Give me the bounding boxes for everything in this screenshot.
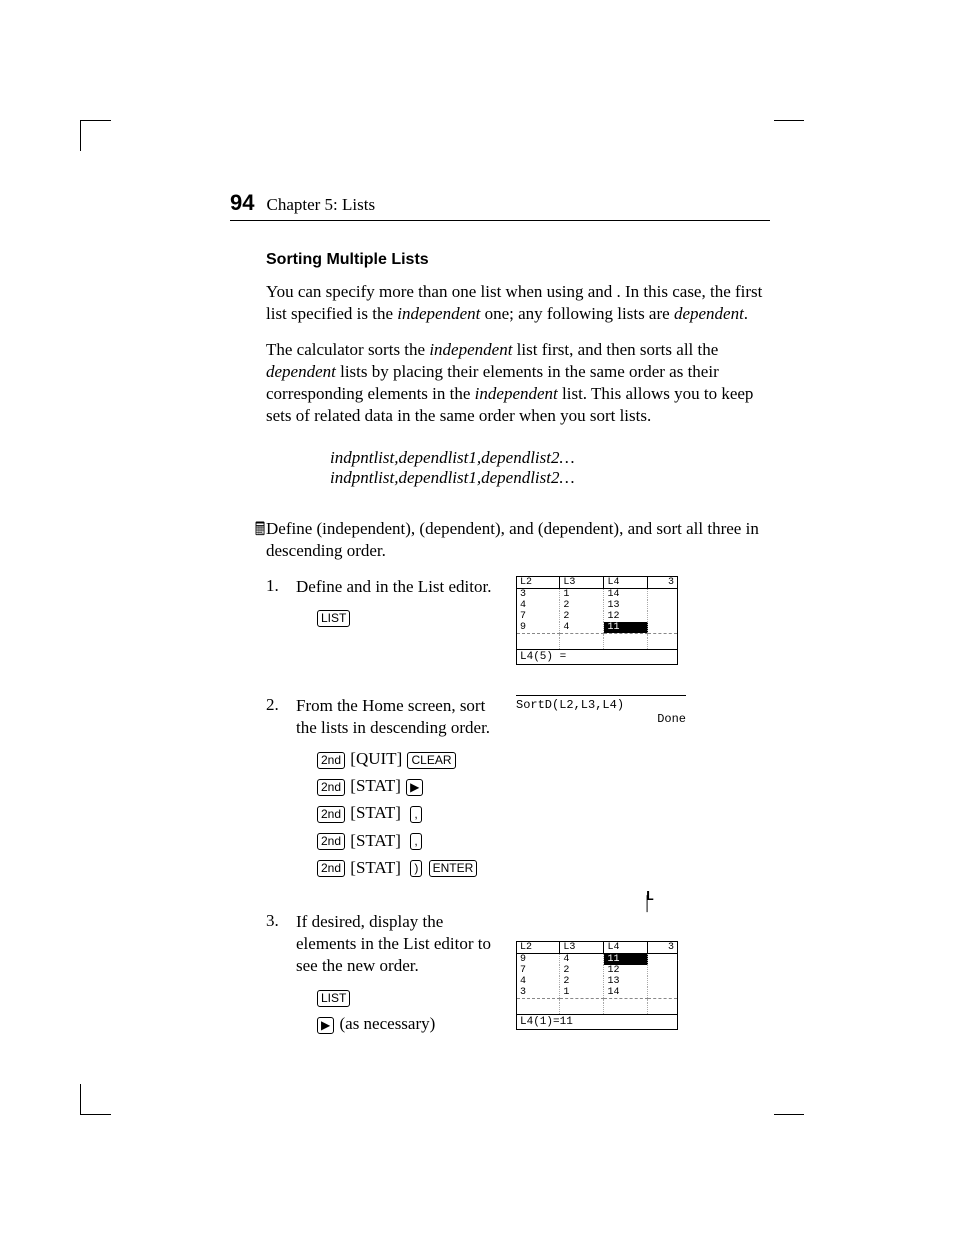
c1-h1: L2 <box>517 577 560 589</box>
crop-mark-tl <box>80 120 111 151</box>
calc-1-status: L4(5) = <box>517 649 677 664</box>
s3: If desired, display the elements in the … <box>296 912 491 975</box>
section-title: Sorting Multiple Lists <box>266 251 770 269</box>
crop-mark-bl <box>80 1084 111 1115</box>
steps-list: 1. Define and in the List editor. LIST L… <box>266 576 770 1038</box>
key-paren: ) <box>410 860 422 877</box>
key-stat-1: STAT <box>356 776 395 795</box>
p2a: The calculator sorts the <box>266 340 429 359</box>
key-2nd-4: 2nd <box>317 833 345 850</box>
calc-2-wrap: L │ L2 L3 L4 3 9411 7212 4213 <box>516 911 678 1030</box>
step-1-figure: L2 L3 L4 3 3114 4213 7212 9411 L4(5) = <box>516 576 770 665</box>
step-3: 3. If desired, display the elements in t… <box>266 911 770 1038</box>
p2b: list first, and then sorts all the <box>517 340 719 359</box>
key-comma-2: , <box>410 833 421 850</box>
c1-h3: L4 <box>604 577 648 589</box>
page-number: 94 <box>230 190 254 215</box>
chapter-title: Chapter 5: Lists <box>266 195 375 214</box>
step-3-number: 3. <box>266 911 296 1038</box>
step-1-keys: LIST <box>316 604 506 631</box>
key-2nd-3: 2nd <box>317 806 345 823</box>
c2-h2: L3 <box>560 942 604 954</box>
sort-cmd: SortD(L2,L3,L4) <box>516 698 624 712</box>
step-2-keys: 2nd [QUIT] CLEAR 2nd [STAT] ▶ 2nd [STAT]… <box>316 745 506 881</box>
step-1-text: Define and in the List editor. LIST <box>296 576 506 665</box>
page-header: 94 Chapter 5: Lists <box>230 190 770 221</box>
p1a: You can specify more than one list when … <box>266 282 588 301</box>
key-stat-2: STAT <box>356 803 395 822</box>
ex-a: Define <box>266 519 317 538</box>
calc-2-status: L4(1)=11 <box>517 1014 677 1029</box>
key-2nd-5: 2nd <box>317 860 345 877</box>
independent-1: independent <box>397 304 480 323</box>
s2: From the Home screen, sort the lists in … <box>296 696 490 737</box>
ex-c: (dependent), and <box>419 519 537 538</box>
c1-h2: L3 <box>560 577 604 589</box>
paragraph-2: The calculator sorts the independent lis… <box>266 339 770 427</box>
independent-2: independent <box>429 340 512 359</box>
period-1: . <box>744 304 748 323</box>
step-2-text: From the Home screen, sort the lists in … <box>296 695 506 881</box>
s1a: Define <box>296 577 347 596</box>
calc-table-1: L2 L3 L4 3 3114 4213 7212 9411 <box>517 577 677 649</box>
as-necessary: (as necessary) <box>335 1014 435 1033</box>
crop-mark-tr <box>774 120 804 151</box>
syntax-block: indpntlist,dependlist1,dependlist2… indp… <box>330 448 770 488</box>
crop-mark-br <box>774 1084 804 1115</box>
page-content: 94 Chapter 5: Lists Sorting Multiple Lis… <box>230 190 770 1068</box>
key-clear: CLEAR <box>407 752 455 769</box>
step-3-keys: LIST ▶ (as necessary) <box>316 983 506 1037</box>
key-enter: ENTER <box>429 860 478 877</box>
key-list-1: LIST <box>317 610 350 627</box>
independent-3: independent <box>475 384 558 403</box>
calc-table-2: L2 L3 L4 3 9411 7212 4213 3114 <box>517 942 677 1014</box>
step-2-figure: SortD(L2,L3,L4) Done <box>516 695 770 881</box>
s1b: and <box>347 577 376 596</box>
calc-screen-2: L2 L3 L4 3 9411 7212 4213 3114 <box>516 941 678 1030</box>
step-3-figure: L │ L2 L3 L4 3 9411 7212 4213 <box>516 911 770 1038</box>
syntax-line-2: indpntlist,dependlist1,dependlist2… <box>330 468 770 488</box>
s1c: in the List editor. <box>375 577 491 596</box>
syntax-line-1: indpntlist,dependlist1,dependlist2… <box>330 448 770 468</box>
calc-sort-line: SortD(L2,L3,L4) Done <box>516 695 686 729</box>
key-2nd-1: 2nd <box>317 752 345 769</box>
paragraph-1: You can specify more than one list when … <box>266 281 770 325</box>
step-1-number: 1. <box>266 576 296 665</box>
example-intro: 🖩 Define (independent), (dependent), and… <box>266 518 770 562</box>
sort-done: Done <box>516 712 686 726</box>
dependent-1: dependent <box>674 304 744 323</box>
key-right-2: ▶ <box>317 1017 334 1034</box>
dependent-2: dependent <box>266 362 336 381</box>
p1b: and <box>588 282 617 301</box>
c1-h4: 3 <box>648 577 677 589</box>
key-quit: QUIT <box>356 749 397 768</box>
calc-screen-1: L2 L3 L4 3 3114 4213 7212 9411 L4(5) = <box>516 576 678 665</box>
step-2: 2. From the Home screen, sort the lists … <box>266 695 770 881</box>
key-stat-3: STAT <box>356 831 395 850</box>
c2-h1: L2 <box>517 942 560 954</box>
c2-h3: L4 <box>604 942 648 954</box>
calculator-icon: 🖩 <box>250 518 270 541</box>
step-1: 1. Define and in the List editor. LIST L… <box>266 576 770 665</box>
key-stat-4: STAT <box>356 858 395 877</box>
step-2-number: 2. <box>266 695 296 881</box>
p1d: one; any following lists are <box>485 304 674 323</box>
step-3-text: If desired, display the elements in the … <box>296 911 506 1038</box>
c2-h4: 3 <box>648 942 677 954</box>
key-list-2: LIST <box>317 990 350 1007</box>
key-comma-1: , <box>410 806 421 823</box>
ex-b: (independent), <box>317 519 420 538</box>
key-2nd-2: 2nd <box>317 779 345 796</box>
key-right-1: ▶ <box>406 779 423 796</box>
